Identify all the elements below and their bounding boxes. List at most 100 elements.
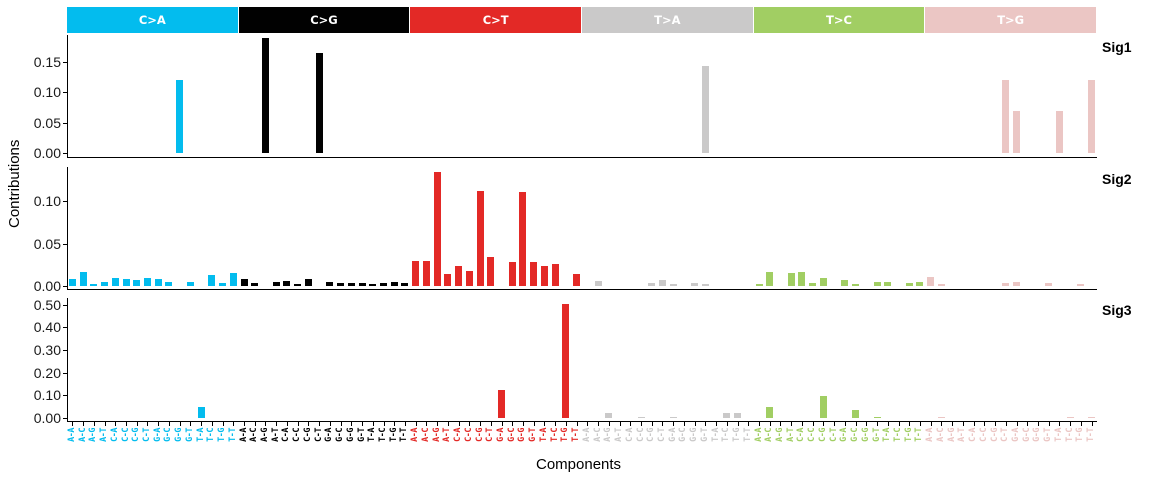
bar-sig2-TG-G-T	[1045, 283, 1053, 286]
x-tick	[651, 422, 653, 426]
x-tick-label: C-A	[453, 428, 464, 442]
x-tick	[683, 422, 685, 426]
bar-sig3-TA-G-A	[669, 416, 677, 418]
x-tick	[372, 422, 374, 426]
x-tick-label: C-C	[292, 428, 303, 442]
bar-sig3-TA-A-G	[605, 413, 613, 418]
bar-sig2-TC-G-T	[873, 281, 881, 286]
x-tick-label: C-T	[141, 428, 152, 442]
bar-sig1-TG-T-T	[1088, 80, 1096, 153]
x-tick	[941, 422, 943, 426]
bar-sig2-CA-A-A	[68, 279, 76, 286]
panel-sig2: 0.00 0.05 0.10	[34, 167, 1097, 294]
x-tick-label: G-C	[678, 428, 689, 442]
bar-sig2-TA-G-A	[669, 284, 677, 286]
y-tick	[63, 243, 67, 245]
x-tick	[555, 422, 557, 426]
x-tick-label: C-C	[635, 428, 646, 442]
y-tick-label: 0.00	[33, 278, 61, 294]
x-tick	[673, 422, 675, 426]
bar-sig1-TG-C-T	[1002, 80, 1010, 153]
x-tick-label: G-G	[345, 428, 356, 442]
x-tick	[72, 422, 74, 426]
x-tick-label: G-G	[517, 428, 528, 442]
x-tick-label: T-G	[388, 428, 399, 442]
x-tick-label: A-C	[935, 428, 946, 442]
bar-sig2-CG-G-A	[326, 281, 334, 286]
x-tick-label: T-G	[1075, 428, 1086, 442]
bar-sig2-CA-A-T	[101, 281, 109, 286]
x-tick	[126, 422, 127, 426]
y-tick-label: 0.10	[33, 84, 61, 101]
bar-sig2-CG-G-T	[358, 283, 366, 286]
y-tick	[63, 327, 67, 329]
x-tick-label: T-C	[378, 428, 388, 442]
y-tick	[63, 418, 67, 419]
x-tick	[984, 422, 986, 426]
x-tick	[544, 422, 546, 426]
x-tick-label: G-T	[699, 428, 710, 442]
x-tick	[1059, 422, 1061, 426]
y-tick-label: 0.30	[33, 342, 61, 359]
x-tick-label: T-T	[399, 428, 410, 442]
x-tick-label: A-T	[270, 428, 281, 442]
x-tick-label: A-G	[946, 428, 957, 442]
x-tick	[1016, 422, 1018, 426]
x-tick	[780, 422, 782, 426]
x-tick-label: T-A	[538, 428, 549, 442]
x-tick	[834, 422, 836, 426]
bar-sig2-CA-C-C	[122, 279, 130, 286]
x-tick	[962, 422, 964, 426]
bar-sig2-CT-T-C	[551, 263, 559, 286]
bar-sig3-CT-T-G	[562, 303, 570, 418]
x-tick	[201, 422, 203, 426]
bar-sig2-CA-T-G	[219, 282, 227, 286]
bar-sig2-CT-C-A	[455, 266, 463, 286]
bar-sig2-CG-T-T	[401, 282, 409, 286]
x-tick-label: C-A	[796, 428, 807, 442]
bar-sig2-CT-C-C	[465, 270, 473, 286]
bar-sig2-CG-T-C	[380, 282, 387, 286]
x-tick	[565, 422, 567, 426]
x-tick-label: A-A	[410, 428, 421, 442]
strip-t-to-a: T>A	[582, 7, 754, 33]
bar-sig2-TC-G-C	[852, 284, 860, 286]
bar-sig2-CT-G-C	[508, 262, 516, 286]
x-tick	[394, 422, 396, 426]
x-tick	[93, 422, 95, 426]
bar-sig2-CG-C-C	[294, 284, 302, 286]
x-axis-title: Components	[536, 456, 622, 473]
x-tick-label: T-C	[549, 428, 560, 442]
x-tick	[608, 422, 610, 426]
x-tick	[641, 422, 642, 426]
x-tick-label: T-C	[206, 428, 217, 442]
bar-sig3-TC-G-T	[873, 416, 881, 418]
x-tick	[458, 422, 460, 426]
bar-sig2-CT-G-G	[519, 191, 527, 286]
x-tick-label: T-G	[217, 428, 228, 442]
x-tick	[158, 422, 160, 426]
x-tick-label: A-G	[88, 428, 99, 442]
bar-sig3-TG-T-C	[1066, 416, 1074, 418]
x-tick	[512, 422, 514, 426]
x-tick	[211, 422, 213, 426]
x-tick	[919, 422, 921, 426]
x-tick-label: C-G	[817, 428, 828, 442]
x-tick-label: C-G	[646, 428, 657, 442]
x-tick-label: T-A	[710, 428, 721, 442]
x-tick-label: G-G	[174, 428, 185, 442]
bar-sig1-CG-A-G	[261, 38, 269, 153]
x-tick-label: C-A	[624, 428, 635, 442]
x-tick	[286, 422, 288, 426]
x-tick	[297, 422, 299, 426]
x-tick-label: C-A	[968, 428, 979, 442]
x-tick-label: A-G	[259, 428, 270, 442]
x-tick	[115, 422, 117, 426]
x-tick	[952, 422, 954, 426]
x-tick-label: G-C	[335, 428, 346, 442]
y-tick-label: 0.10	[33, 193, 61, 209]
x-axis-line	[67, 288, 1097, 290]
x-tick-label: A-A	[66, 428, 77, 442]
x-tick	[823, 422, 825, 426]
x-tick	[447, 422, 449, 426]
